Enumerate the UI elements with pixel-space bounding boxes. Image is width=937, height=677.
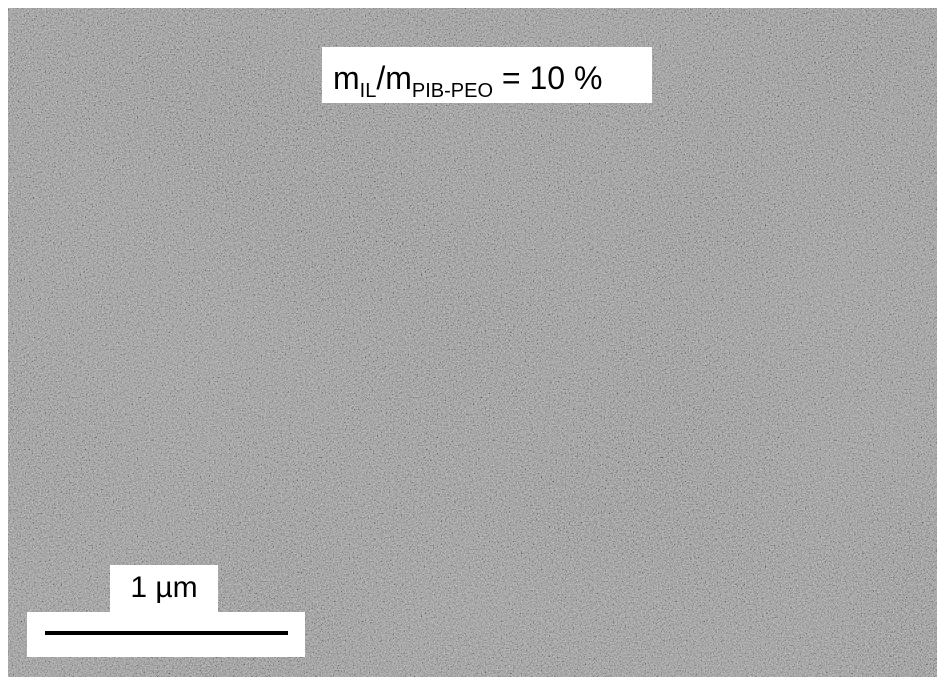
annotation-subscript: PIB-PEO [412,80,493,102]
scale-bar [45,631,288,635]
annotation-symbol: m [333,60,360,96]
annotation-separator: /m [376,60,412,96]
sem-image: mIL/mPIB-PEO = 10 % 1 µm [0,0,937,677]
annotation-subscript: IL [360,80,377,102]
scale-bar-label: 1 µm [130,571,197,604]
annotation-equation: = 10 % [493,60,602,96]
page: {"annotation": {"symbol": "m", "subscrip… [0,0,937,677]
